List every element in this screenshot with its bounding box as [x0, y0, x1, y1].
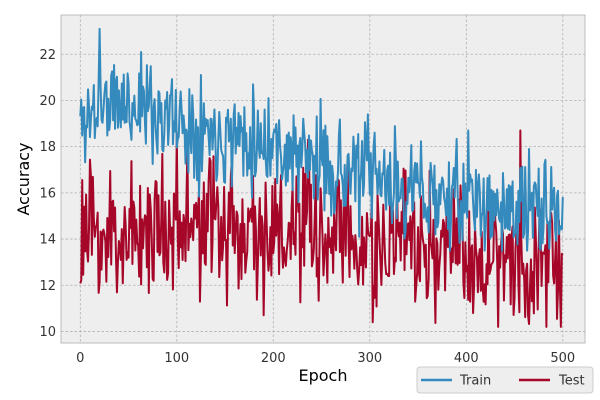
x-tick-label: 100	[164, 351, 189, 366]
x-tick-label: 0	[76, 351, 84, 366]
x-tick-label: 400	[454, 351, 479, 366]
y-tick-label: 18	[39, 140, 56, 155]
legend: Train Test	[416, 366, 594, 394]
x-tick-label: 300	[357, 351, 382, 366]
y-tick-label: 12	[39, 279, 56, 294]
x-axis-title: Epoch	[299, 366, 348, 385]
x-tick-label: 500	[550, 351, 575, 366]
series-lines	[79, 27, 564, 328]
plot-area-background	[60, 14, 586, 344]
y-axis-title: Accuracy	[14, 142, 33, 215]
y-tick-label: 16	[39, 186, 56, 201]
legend-test-label: Test	[558, 374, 585, 389]
y-tick-label: 20	[39, 94, 56, 109]
test-series-line	[79, 129, 564, 328]
train-series-line	[79, 27, 564, 252]
x-tick-label: 200	[261, 351, 286, 366]
legend-frame	[416, 366, 594, 394]
y-tick-label: 14	[39, 233, 56, 248]
tick-labels: 0 100 200 300 400 500 10 12 14 16 18 20 22	[39, 48, 575, 366]
legend-train-label: Train	[459, 374, 491, 389]
y-tick-label: 22	[39, 48, 56, 63]
y-tick-label: 10	[39, 325, 56, 340]
